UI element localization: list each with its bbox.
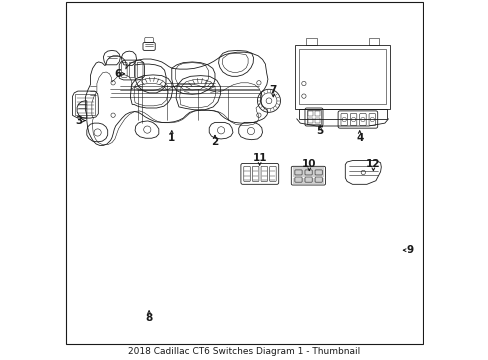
FancyBboxPatch shape (314, 170, 322, 175)
Bar (306, 110, 320, 124)
Text: 9: 9 (406, 245, 413, 255)
Bar (314, 118, 319, 123)
FancyBboxPatch shape (294, 177, 302, 182)
Text: 7: 7 (269, 85, 276, 95)
Text: 10: 10 (302, 159, 316, 169)
Bar (299, 49, 385, 104)
Bar (368, 38, 379, 45)
Text: 12: 12 (366, 159, 380, 169)
Bar (294, 45, 389, 109)
FancyBboxPatch shape (294, 170, 302, 175)
Bar (314, 111, 319, 116)
Text: 4: 4 (355, 132, 363, 143)
FancyBboxPatch shape (314, 177, 322, 182)
FancyBboxPatch shape (305, 170, 311, 175)
Text: 6: 6 (114, 69, 121, 79)
Text: 5: 5 (316, 126, 323, 136)
Text: 2018 Cadillac CT6 Switches Diagram 1 - Thumbnail: 2018 Cadillac CT6 Switches Diagram 1 - T… (128, 346, 360, 356)
Text: 3: 3 (75, 116, 82, 126)
Text: 8: 8 (145, 312, 152, 323)
Bar (75, 94, 95, 115)
FancyBboxPatch shape (305, 177, 311, 182)
Bar (307, 111, 313, 116)
Text: 2: 2 (211, 137, 218, 147)
Bar (305, 38, 316, 45)
Text: 1: 1 (168, 132, 175, 143)
Bar (307, 118, 313, 123)
Bar (298, 109, 386, 119)
Text: 11: 11 (252, 153, 266, 163)
